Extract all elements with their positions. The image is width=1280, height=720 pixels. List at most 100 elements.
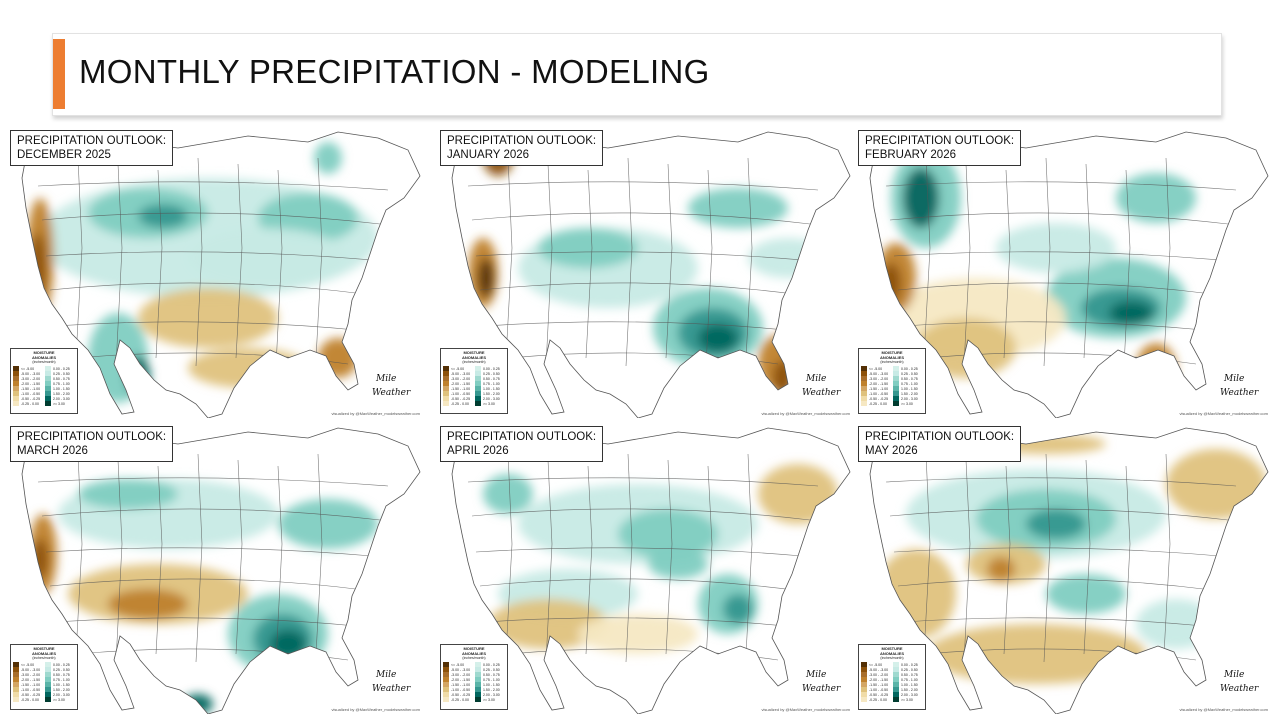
legend-label: -1.50 - -1.00 — [21, 682, 41, 687]
legend-row-dry: -1.00 - -0.50 — [861, 391, 891, 396]
legend-swatch — [45, 376, 51, 381]
legend-swatch — [861, 672, 867, 677]
legend-title-2: ANOMALIES — [462, 354, 486, 360]
legend-label: -2.00 - -1.50 — [21, 381, 41, 386]
legend-label: -5.00 - -3.00 — [869, 667, 889, 672]
legend-row-dry: -1.50 - -1.00 — [13, 682, 43, 687]
legend-swatch — [443, 371, 449, 376]
legend-swatch — [13, 682, 19, 687]
legend-label: -0.25 - 0.00 — [869, 697, 887, 702]
legend: MOISTURE ANOMALIES (inches/month) <= -5.… — [858, 644, 926, 710]
legend-units: (inches/month) — [32, 360, 56, 364]
state-borders — [467, 157, 819, 367]
legend-label: >= 3.00 — [901, 401, 913, 406]
legend-swatch — [45, 687, 51, 692]
state-borders — [37, 157, 389, 367]
legend-label: 0.25 - 0.50 — [53, 371, 70, 376]
legend-swatch — [13, 672, 19, 677]
legend-label: 1.50 - 2.00 — [53, 391, 70, 396]
legend: MOISTURE ANOMALIES (inches/month) <= -5.… — [10, 644, 78, 710]
legend-swatch — [893, 667, 899, 672]
legend-label: -0.50 - -0.25 — [451, 396, 471, 401]
legend-swatch — [45, 386, 51, 391]
legend-swatch — [475, 682, 481, 687]
legend-swatch — [13, 386, 19, 391]
legend-label: 0.50 - 0.75 — [483, 376, 500, 381]
legend-row-wet: 0.75 - 1.00 — [893, 677, 923, 682]
legend-row-wet: 1.00 - 1.50 — [475, 682, 505, 687]
legend-row-dry: -1.00 - -0.50 — [861, 687, 891, 692]
legend-title-2: ANOMALIES — [462, 650, 486, 656]
legend-row-dry: -1.00 - -0.50 — [443, 391, 473, 396]
legend-swatch — [893, 381, 899, 386]
legend-label: -5.00 - -3.00 — [451, 371, 471, 376]
legend-title-2: ANOMALIES — [880, 650, 904, 656]
legend-swatch — [13, 376, 19, 381]
panel-title: PRECIPITATION OUTLOOK: FEBRUARY 2026 — [858, 130, 1022, 166]
anomaly-region — [483, 474, 533, 514]
legend-row-dry: -2.00 - -1.50 — [13, 677, 43, 682]
legend-row-wet: 1.50 - 2.00 — [45, 687, 75, 692]
anomaly-region — [1109, 301, 1153, 325]
legend-label: 0.25 - 0.50 — [901, 371, 918, 376]
map-credit: visualized by @MaxWeather_modelsweather.… — [1179, 707, 1268, 712]
legend-row-wet: 0.25 - 0.50 — [893, 667, 923, 672]
north-america-map — [8, 128, 424, 418]
legend-row-dry: -5.00 - -3.00 — [861, 667, 891, 672]
legend-label: 0.75 - 1.00 — [901, 677, 918, 682]
map-credit: visualized by @MaxWeather_modelsweather.… — [331, 411, 420, 416]
legend-swatch — [443, 366, 449, 371]
anomaly-region — [578, 614, 698, 654]
legend-swatch — [443, 672, 449, 677]
panel-title: PRECIPITATION OUTLOOK: DECEMBER 2025 — [10, 130, 174, 166]
state-borders — [885, 453, 1237, 663]
legend-swatch — [13, 662, 19, 667]
map-credit: visualized by @MaxWeather_modelsweather.… — [1179, 411, 1268, 416]
legend-swatch — [443, 687, 449, 692]
weather-logo: Mile Weather — [370, 670, 420, 700]
legend-label: 0.25 - 0.50 — [483, 371, 500, 376]
state-borders — [37, 453, 389, 663]
legend-title-1: MOISTURE — [881, 646, 903, 651]
legend-label: -0.50 - -0.25 — [21, 396, 41, 401]
legend-label: 1.50 - 2.00 — [483, 687, 500, 692]
legend-row-wet: 1.00 - 1.50 — [893, 682, 923, 687]
legend-row-wet: 0.75 - 1.00 — [893, 381, 923, 386]
legend-label: -0.50 - -0.25 — [869, 396, 889, 401]
panel-title-month: FEBRUARY 2026 — [865, 149, 956, 161]
outlook-map-panel: PRECIPITATION OUTLOOK: MARCH 2026 MOISTU… — [8, 424, 424, 714]
legend-label: 0.25 - 0.50 — [901, 667, 918, 672]
logo-text-2: Weather — [802, 684, 841, 694]
legend-row-wet: 0.00 - 0.25 — [475, 366, 505, 371]
legend-row-wet: 0.50 - 0.75 — [475, 376, 505, 381]
legend-title-1: MOISTURE — [463, 350, 485, 355]
legend-swatch — [443, 677, 449, 682]
legend-swatch — [893, 366, 899, 371]
legend-row-dry: -2.00 - -1.50 — [861, 381, 891, 386]
outlook-map-panel: PRECIPITATION OUTLOOK: MAY 2026 MOISTURE… — [856, 424, 1272, 714]
legend-label: -1.50 - -1.00 — [869, 682, 889, 687]
legend-label: 0.00 - 0.25 — [901, 662, 918, 667]
slide-title-box: MONTHLY PRECIPITATION - MODELING — [52, 33, 1222, 116]
anomaly-region — [538, 228, 638, 268]
legend-swatch — [893, 697, 899, 702]
legend: MOISTURE ANOMALIES (inches/month) <= -5.… — [440, 644, 508, 710]
legend-swatch — [45, 391, 51, 396]
legend-row-dry: -1.00 - -0.50 — [13, 391, 43, 396]
legend-swatch — [861, 692, 867, 697]
legend-swatch — [893, 396, 899, 401]
panel-title-line1: PRECIPITATION OUTLOOK: — [865, 431, 1015, 443]
state-borders — [885, 157, 1237, 367]
legend-label: 2.00 - 3.00 — [901, 692, 918, 697]
legend-label: -1.00 - -0.50 — [869, 687, 889, 692]
legend-row-dry: <= -5.00 — [443, 366, 473, 371]
legend-label: 0.00 - 0.25 — [483, 366, 500, 371]
legend-swatch — [861, 662, 867, 667]
legend-row-dry: <= -5.00 — [13, 366, 43, 371]
anomaly-region — [698, 324, 738, 352]
legend-row-dry: -5.00 - -3.00 — [443, 371, 473, 376]
legend-row-dry: <= -5.00 — [861, 662, 891, 667]
legend-row-wet: 0.00 - 0.25 — [893, 366, 923, 371]
panel-title: PRECIPITATION OUTLOOK: MAY 2026 — [858, 426, 1022, 462]
legend-swatch — [45, 692, 51, 697]
